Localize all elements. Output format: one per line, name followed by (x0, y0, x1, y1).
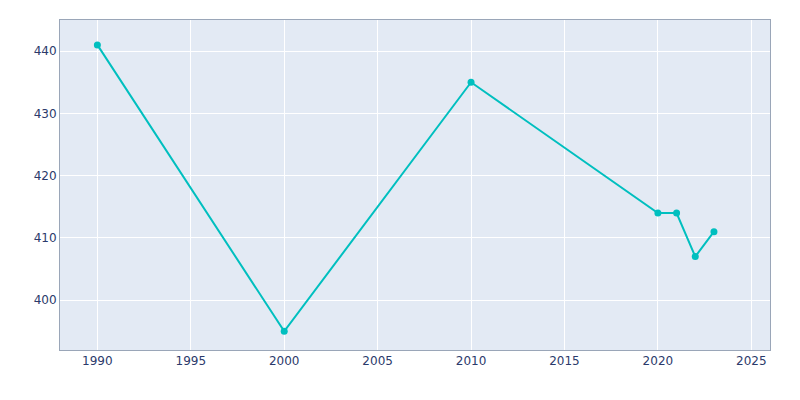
svg-text:1995: 1995 (176, 354, 207, 368)
svg-text:400: 400 (34, 293, 57, 307)
svg-text:2010: 2010 (456, 354, 487, 368)
svg-text:430: 430 (34, 107, 57, 121)
svg-text:2015: 2015 (549, 354, 580, 368)
svg-text:2005: 2005 (362, 354, 393, 368)
svg-text:440: 440 (34, 44, 57, 58)
svg-text:1990: 1990 (82, 354, 113, 368)
svg-text:2025: 2025 (736, 354, 767, 368)
svg-text:2000: 2000 (269, 354, 300, 368)
svg-text:2020: 2020 (643, 354, 674, 368)
svg-text:410: 410 (34, 231, 57, 245)
svg-text:420: 420 (34, 169, 57, 183)
